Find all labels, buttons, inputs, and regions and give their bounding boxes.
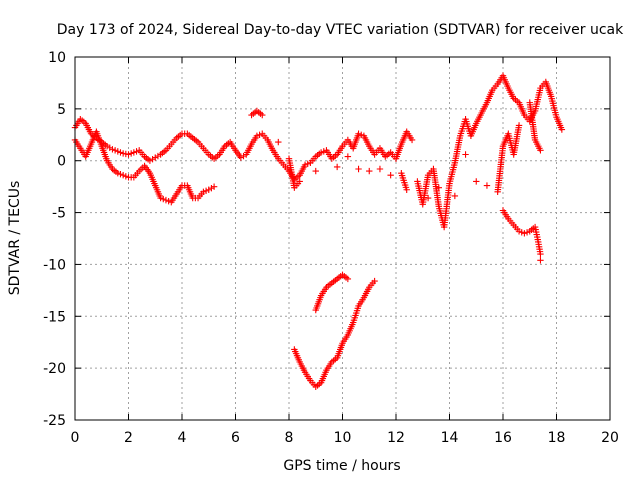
data-point — [275, 138, 282, 146]
x-tick-label: 18 — [548, 430, 566, 446]
y-tick-label: -15 — [43, 309, 66, 325]
data-point — [408, 136, 416, 144]
data-point — [371, 277, 378, 285]
data-point — [344, 153, 352, 160]
x-tick-label: 6 — [231, 430, 240, 446]
x-tick-label: 4 — [178, 430, 187, 446]
data-point — [451, 192, 459, 200]
y-tick-label: -25 — [43, 413, 66, 429]
y-axis-ticks: -25 -20 -15 -10 -5 0 5 10 — [43, 50, 610, 429]
chart-title: Day 173 of 2024, Sidereal Day-to-day VTE… — [57, 22, 624, 38]
data-point — [435, 184, 442, 191]
x-tick-label: 12 — [387, 430, 405, 446]
data-point — [424, 194, 432, 202]
x-tick-label: 16 — [494, 430, 512, 446]
x-tick-label: 14 — [441, 430, 459, 446]
data-point — [296, 178, 303, 185]
y-tick-label: 10 — [48, 50, 66, 66]
data-point — [366, 167, 373, 175]
x-tick-label: 8 — [285, 430, 294, 446]
data-point — [387, 172, 394, 179]
data-point — [558, 126, 566, 133]
data-point — [333, 163, 341, 171]
data-point — [355, 165, 362, 173]
data-point — [462, 151, 469, 158]
y-tick-label: 5 — [57, 102, 66, 118]
data-point — [537, 250, 544, 258]
data-point — [344, 275, 352, 283]
data-point — [376, 165, 384, 173]
y-axis-label: SDTVAR / TECUs — [7, 181, 23, 296]
data-point — [515, 122, 523, 129]
data-point — [312, 167, 319, 175]
data-point — [473, 178, 480, 185]
x-tick-label: 10 — [334, 430, 352, 446]
data-point — [259, 111, 266, 119]
data-point — [537, 257, 544, 264]
x-axis-label: GPS time / hours — [283, 458, 400, 474]
x-tick-label: 0 — [71, 430, 80, 446]
y-tick-label: 0 — [57, 154, 66, 170]
x-axis-ticks: 0 2 4 6 8 10 12 14 16 18 20 — [71, 57, 619, 446]
data-point — [537, 147, 544, 154]
x-tick-label: 20 — [601, 430, 619, 446]
y-tick-label: -5 — [52, 206, 66, 222]
y-tick-label: -20 — [43, 361, 66, 377]
data-point — [483, 182, 491, 189]
data-point — [403, 186, 410, 193]
y-tick-label: -10 — [43, 257, 66, 273]
x-tick-label: 2 — [124, 430, 133, 446]
data-point — [210, 183, 218, 190]
data-points — [71, 72, 566, 391]
